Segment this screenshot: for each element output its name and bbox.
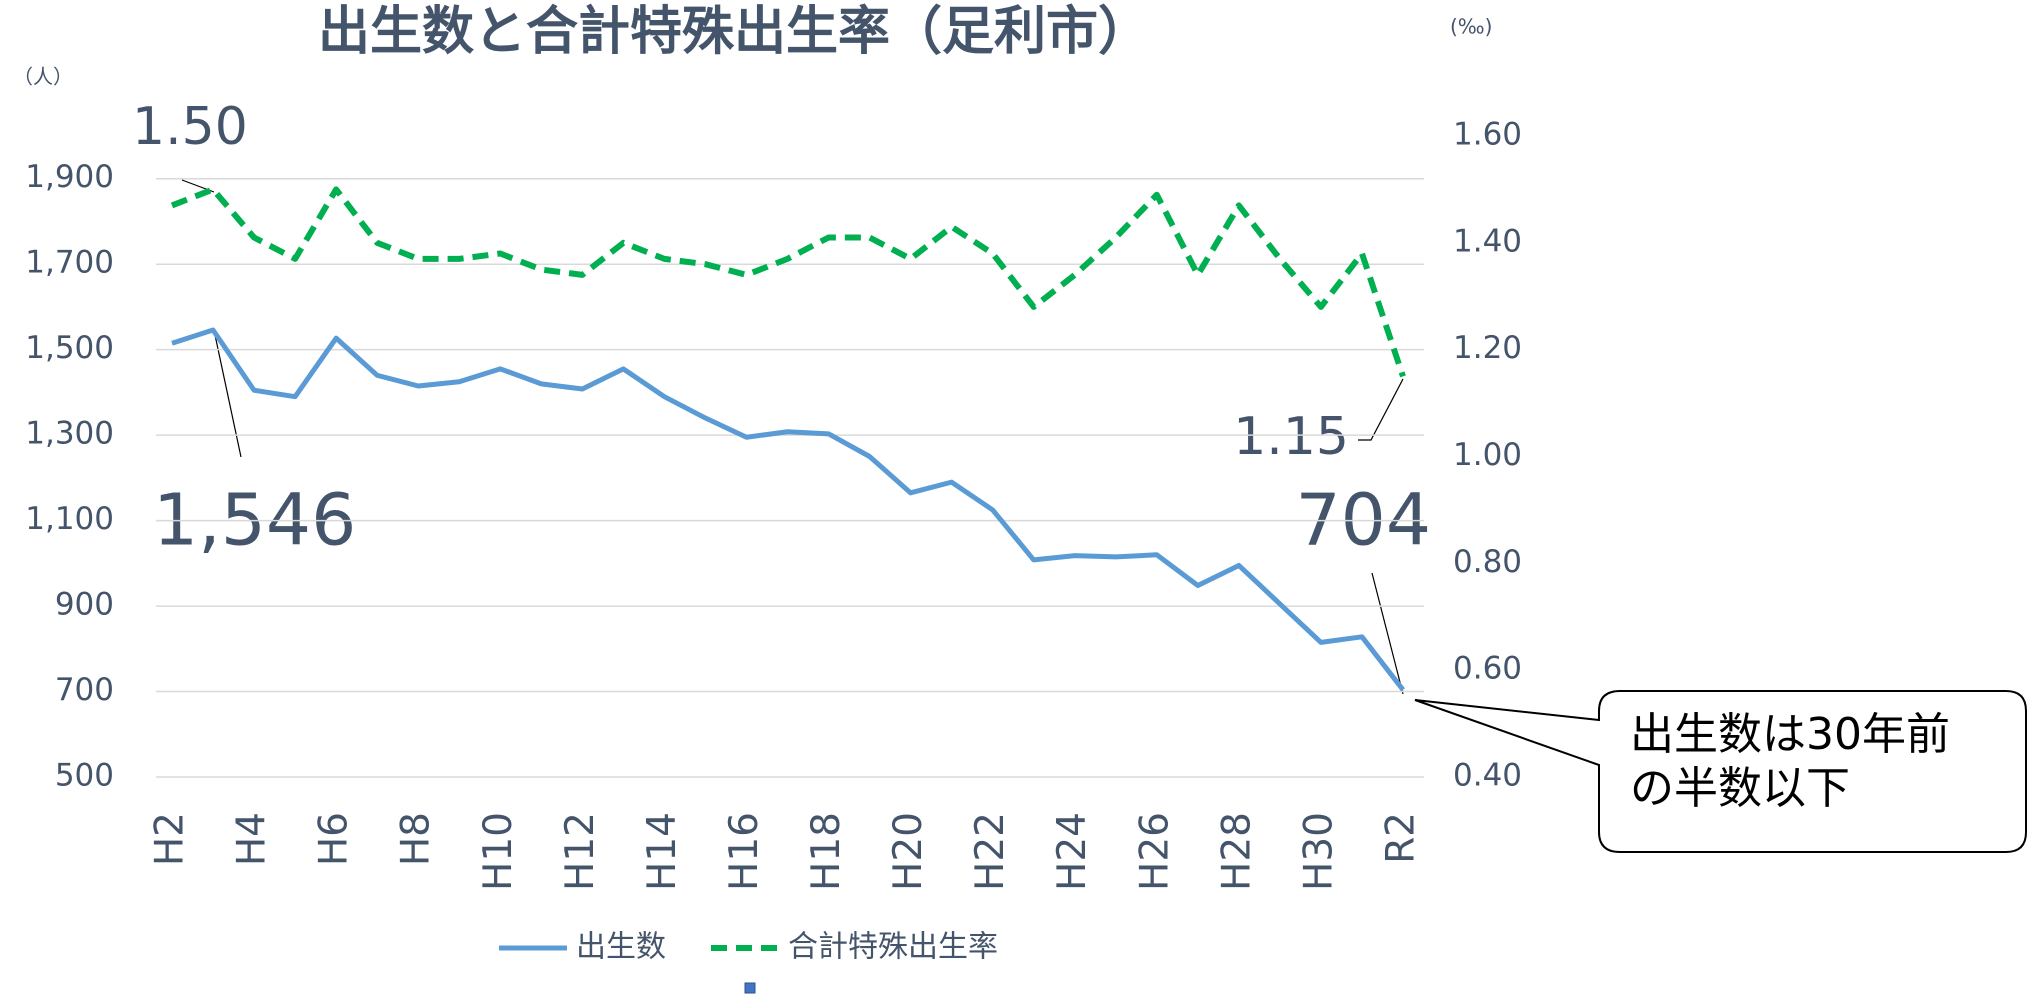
callout-text: 出生数は30年前 <box>1630 709 1950 760</box>
annotation: 1.15 <box>1233 407 1349 467</box>
callout-text: の半数以下 <box>1630 763 1850 814</box>
x-tick-label: R2 <box>1379 812 1424 864</box>
y-tick-label: 1,500 <box>25 330 114 366</box>
y-tick-label: 1,100 <box>25 501 114 537</box>
x-tick-label: H2 <box>148 812 193 866</box>
x-tick-label: H30 <box>1296 812 1341 891</box>
y-tick-label: 900 <box>55 587 114 623</box>
y2-tick-label: 1.00 <box>1453 437 1522 473</box>
y-axis-unit: （人） <box>13 65 73 89</box>
y2-tick-label: 0.60 <box>1453 651 1522 687</box>
x-tick-label: H26 <box>1132 812 1177 891</box>
annotation: 1.50 <box>132 97 248 157</box>
x-tick-label: H12 <box>558 812 603 891</box>
y2-tick-label: 0.40 <box>1453 758 1522 794</box>
legend-label: 合計特殊出生率 <box>788 930 998 965</box>
y-tick-label: 1,700 <box>25 245 114 281</box>
data-line <box>171 327 1405 692</box>
y-tick-label: 1,900 <box>25 159 114 195</box>
x-tick-label: H8 <box>394 812 439 866</box>
x-tick-label: H16 <box>722 812 767 891</box>
y-tick-label: 500 <box>55 758 114 794</box>
y-tick-label: 1,300 <box>25 416 114 452</box>
leader-line <box>1371 572 1404 695</box>
x-tick-label: H22 <box>968 812 1013 891</box>
callout-box <box>1414 690 2027 853</box>
y-tick-label: 700 <box>55 672 114 708</box>
x-tick-label: H4 <box>230 812 275 866</box>
leader-line <box>1358 378 1404 441</box>
y2-axis-unit: (‰) <box>1450 15 1492 39</box>
x-tick-label: H10 <box>476 812 521 891</box>
x-tick-label: H28 <box>1214 812 1259 891</box>
y2-tick-label: 1.20 <box>1453 330 1522 366</box>
x-tick-label: H6 <box>312 812 357 866</box>
legend-marker <box>744 982 756 994</box>
x-tick-label: H24 <box>1050 812 1095 891</box>
y2-tick-label: 1.40 <box>1453 223 1522 259</box>
x-tick-label: H20 <box>886 812 931 891</box>
y2-tick-label: 1.60 <box>1453 117 1522 153</box>
x-tick-label: H18 <box>804 812 849 891</box>
x-tick-label: H14 <box>640 812 685 891</box>
data-line <box>170 186 1406 378</box>
leader-line <box>214 334 242 458</box>
y2-tick-label: 0.80 <box>1453 544 1522 580</box>
legend-label: 出生数 <box>576 930 666 965</box>
chart-title: 出生数と合計特殊出生率（足利市） <box>318 2 1150 62</box>
